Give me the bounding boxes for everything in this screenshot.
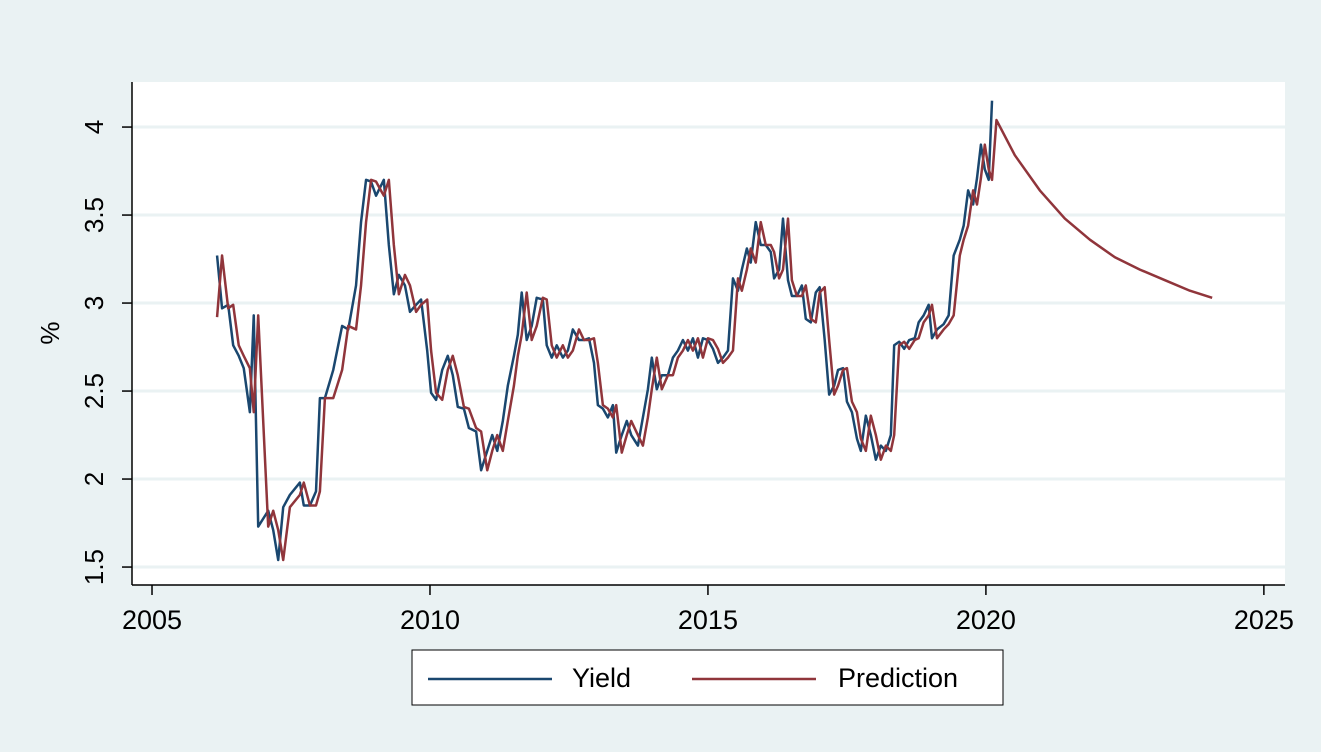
x-tick-label: 2010 bbox=[400, 605, 460, 635]
series-line bbox=[215, 100, 994, 562]
legend-label: Yield bbox=[572, 663, 631, 693]
x-tick-label: 2020 bbox=[956, 605, 1016, 635]
y-tick-label: 3 bbox=[79, 296, 109, 310]
x-tick-label: 2005 bbox=[122, 605, 182, 635]
series-line bbox=[215, 118, 1213, 562]
y-tick-label: 4 bbox=[79, 120, 109, 134]
y-tick-label: 1.5 bbox=[79, 549, 109, 585]
y-axis-title: % bbox=[35, 321, 65, 344]
legend-label: Prediction bbox=[838, 663, 958, 693]
x-tick-label: 2025 bbox=[1234, 605, 1294, 635]
x-tick-label: 2015 bbox=[678, 605, 738, 635]
legend bbox=[411, 649, 1004, 706]
y-tick-label: 2.5 bbox=[79, 373, 109, 409]
plot-area bbox=[132, 82, 1285, 585]
y-tick-label: 3.5 bbox=[79, 197, 109, 233]
y-tick-label: 2 bbox=[79, 472, 109, 486]
